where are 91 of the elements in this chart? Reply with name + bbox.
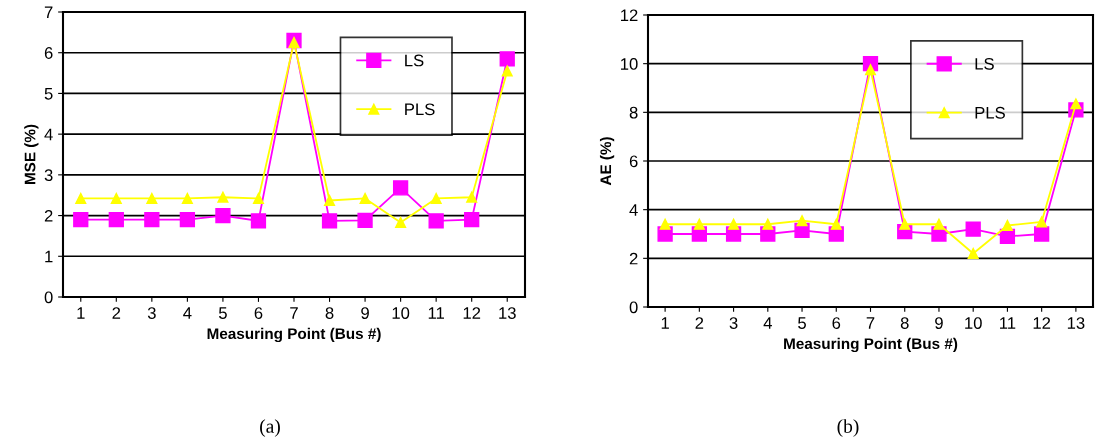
x-tick-label: 9 (935, 317, 943, 329)
y-tick-label: 5 (44, 88, 53, 100)
point (430, 192, 442, 205)
legend-label: LS (975, 57, 994, 70)
x-tick-label: 5 (798, 317, 806, 329)
x-tick-label: 10 (965, 317, 982, 329)
x-tick-label: 6 (832, 317, 841, 329)
y-tick-label: 6 (44, 47, 53, 59)
x-axis-title: Measuring Point (Bus #) (207, 327, 381, 343)
point (501, 65, 513, 77)
point (144, 212, 160, 228)
point (146, 192, 158, 205)
x-tick-label: 6 (254, 307, 263, 319)
point (73, 212, 89, 228)
point (967, 247, 979, 260)
x-tick-label: 13 (1067, 317, 1085, 329)
y-tick-label: 12 (621, 9, 638, 22)
x-tick-label: 8 (900, 317, 909, 329)
text: (b) (837, 419, 859, 437)
x-tick-label: 7 (290, 307, 298, 319)
x-tick-label: 5 (218, 307, 227, 319)
legend-label: LS (405, 54, 424, 67)
point (215, 207, 231, 224)
x-tick-label: 4 (183, 307, 192, 319)
point (110, 192, 122, 205)
point (1001, 219, 1013, 232)
point (428, 213, 444, 229)
x-tick-label: 9 (361, 307, 369, 319)
point (899, 218, 911, 230)
y-tick-label: 0 (44, 291, 53, 304)
point (1036, 216, 1048, 228)
y-tick-label: 4 (629, 204, 638, 216)
x-tick-label: 10 (392, 307, 410, 319)
x-axis-title: Measuring Point (Bus #) (784, 337, 958, 353)
y-tick-label: 3 (44, 169, 53, 182)
y-tick-label: 7 (44, 6, 53, 19)
point (864, 64, 877, 76)
point (464, 212, 480, 228)
point (466, 191, 478, 203)
point (395, 216, 407, 229)
text: (a) (260, 419, 280, 437)
point (933, 218, 945, 230)
y-tick-label: 4 (44, 128, 53, 141)
x-tick-label: 11 (428, 307, 444, 319)
x-tick-label: 4 (763, 317, 772, 329)
x-tick-label: 2 (695, 317, 704, 329)
x-tick-label: 1 (661, 317, 669, 329)
legend-label: PLS (405, 103, 435, 116)
point (217, 191, 229, 203)
x-tick-label: 11 (1000, 317, 1016, 329)
point (321, 213, 338, 229)
y-tick-label: 6 (629, 155, 638, 168)
y-tick-label: 1 (45, 250, 53, 263)
x-tick-label: 3 (147, 307, 156, 319)
point (323, 194, 336, 207)
point (250, 213, 267, 229)
point (1034, 226, 1050, 242)
point (179, 212, 196, 228)
x-tick-label: 12 (1033, 317, 1051, 329)
y-tick-label: 2 (44, 209, 53, 222)
point (728, 218, 740, 230)
x-tick-label: 8 (325, 307, 334, 319)
y-axis-title: AE (%) (599, 137, 615, 186)
x-tick-label: 3 (729, 317, 738, 329)
x-tick-label: 12 (463, 307, 481, 319)
point (392, 180, 409, 196)
point (181, 192, 193, 205)
point (796, 215, 808, 227)
point (359, 192, 371, 205)
y-tick-label: 2 (629, 252, 638, 265)
point (357, 212, 373, 229)
legend-label: PLS (975, 106, 1005, 119)
x-tick-label: 2 (112, 307, 121, 319)
y-tick-label: 10 (621, 58, 638, 70)
point (288, 36, 300, 49)
x-tick-label: 7 (866, 317, 875, 329)
point (693, 218, 705, 230)
x-tick-label: 1 (77, 307, 85, 319)
x-tick-label: 13 (499, 307, 516, 319)
point (108, 212, 124, 228)
point (252, 192, 265, 205)
point (499, 51, 515, 67)
y-tick-label: 0 (629, 301, 638, 314)
point (762, 218, 774, 230)
point (965, 221, 981, 237)
point (830, 218, 842, 230)
point (75, 192, 87, 205)
y-axis-title: MSE (%) (24, 124, 39, 185)
point (659, 218, 671, 230)
point (1070, 98, 1082, 110)
y-tick-label: 8 (629, 106, 638, 119)
